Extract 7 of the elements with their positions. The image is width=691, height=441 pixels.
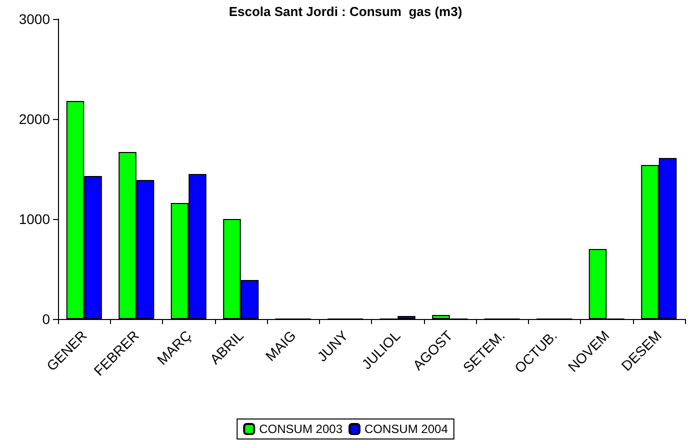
legend-label: CONSUM 2003: [259, 422, 343, 436]
y-tick-label: 1000: [18, 211, 50, 227]
y-tick-label: 0: [42, 311, 50, 327]
y-tick-label: 2000: [18, 111, 50, 127]
y-tick-label: 3000: [18, 11, 50, 27]
chart-title: Escola Sant Jordi : Consum gas (m3): [228, 4, 462, 19]
legend-label: CONSUM 2004: [364, 422, 448, 436]
